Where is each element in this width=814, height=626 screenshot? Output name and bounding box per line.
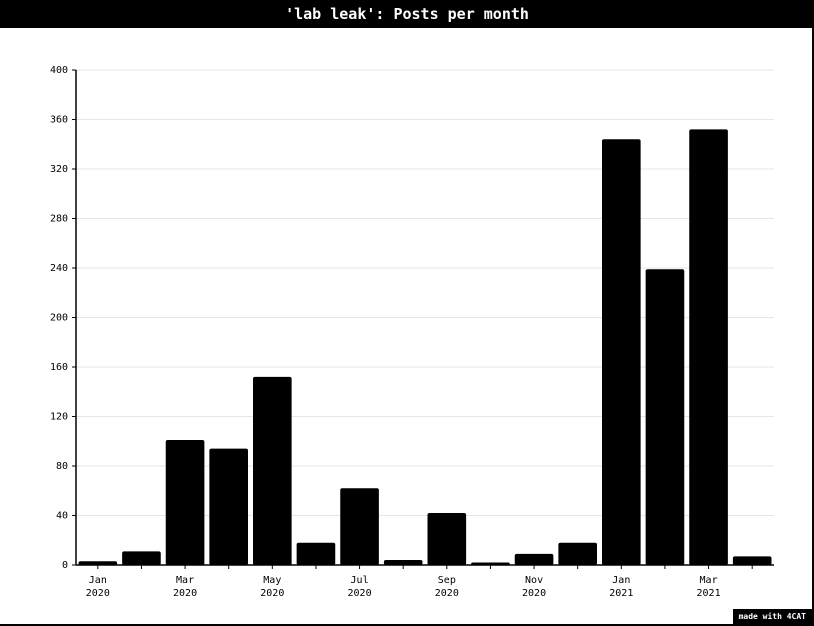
- y-tick-label: 40: [56, 511, 68, 522]
- x-tick-label-year: 2020: [260, 588, 284, 599]
- bar: [122, 551, 161, 565]
- x-tick-label-month: May: [263, 575, 281, 586]
- bar: [602, 139, 641, 566]
- bar: [165, 440, 205, 565]
- x-tick-label-year: 2020: [173, 588, 197, 599]
- x-tick-label-month: Mar: [176, 575, 194, 586]
- y-tick-label: 240: [50, 263, 68, 274]
- bar: [209, 448, 248, 565]
- y-tick-label: 80: [56, 461, 68, 472]
- y-axis-ticks: 0 40 80 120 160 200 240 280 320 360 400: [50, 65, 76, 571]
- bar: [383, 560, 423, 565]
- bar: [253, 376, 292, 565]
- y-tick-label: 200: [50, 313, 68, 324]
- y-tick-label: 400: [50, 65, 68, 76]
- x-axis-ticks: Jan 2020 Mar 2020 May 2020 Jul 2020 Sep 2020 Nov 20…: [86, 565, 753, 599]
- x-tick-label-month: Sep: [438, 575, 456, 586]
- x-tick-label-year: 2021: [609, 588, 633, 599]
- y-tick-label: 160: [50, 362, 68, 373]
- x-tick-label-month: Nov: [525, 575, 543, 586]
- y-tick-label: 360: [50, 115, 68, 126]
- x-tick-label-month: Jan: [89, 575, 107, 586]
- bar: [645, 269, 685, 565]
- chart-title-bar: 'lab leak': Posts per month: [0, 0, 814, 28]
- y-tick-label: 320: [50, 164, 68, 175]
- bars: [78, 129, 772, 566]
- made-with-credit: made with 4CAT: [732, 609, 812, 624]
- bar: [427, 513, 467, 565]
- bar: [340, 488, 379, 565]
- bar: [296, 542, 336, 565]
- x-tick-label-month: Mar: [700, 575, 718, 586]
- x-tick-label-year: 2020: [86, 588, 110, 599]
- bar: [689, 129, 728, 565]
- y-tick-label: 0: [62, 560, 68, 571]
- bar: [514, 553, 554, 565]
- chart-title: 'lab leak': Posts per month: [285, 5, 529, 23]
- x-tick-label-month: Jul: [351, 575, 369, 586]
- x-tick-label-month: Jan: [612, 575, 630, 586]
- bar: [558, 542, 597, 565]
- x-tick-label-year: 2021: [697, 588, 721, 599]
- y-tick-label: 120: [50, 412, 68, 423]
- x-tick-label-year: 2020: [348, 588, 372, 599]
- x-tick-label-year: 2020: [522, 588, 546, 599]
- x-tick-label-year: 2020: [435, 588, 459, 599]
- y-tick-label: 280: [50, 214, 68, 225]
- chart-frame: [0, 28, 814, 626]
- bar: [732, 556, 772, 565]
- bar: [78, 561, 118, 565]
